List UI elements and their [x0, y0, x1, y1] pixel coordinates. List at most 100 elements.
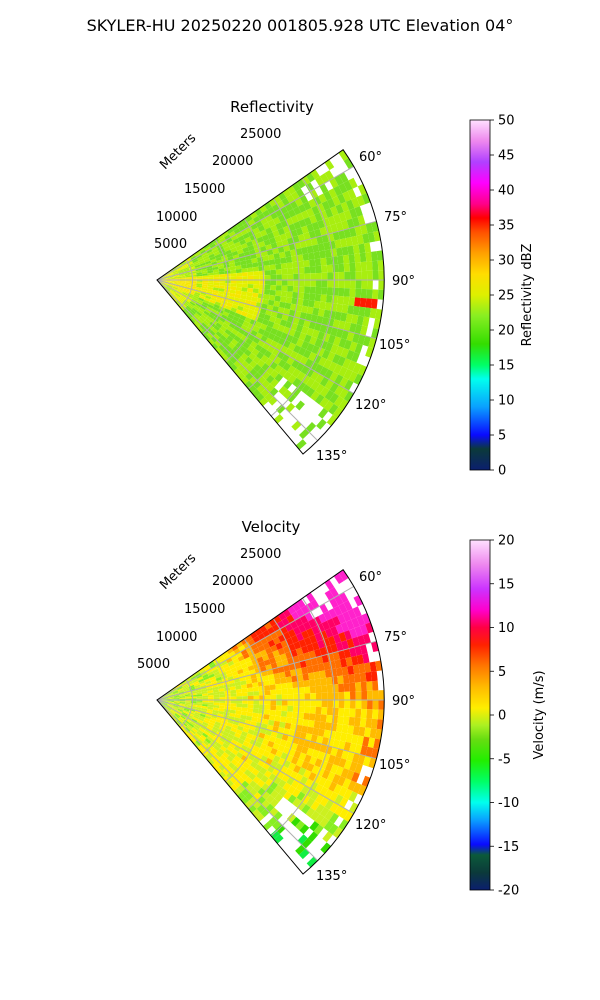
radar-gate [218, 271, 225, 275]
radar-gate [167, 704, 173, 708]
radar-gate [258, 265, 265, 272]
radar-gate [205, 262, 212, 267]
radar-gate [281, 700, 288, 706]
radar-gate [215, 742, 223, 749]
radar-gate [196, 285, 203, 288]
radar-gate [173, 275, 180, 278]
radar-gate [280, 677, 287, 684]
radar-gate [213, 284, 220, 289]
radar-gate [197, 318, 204, 325]
radar-gate [230, 700, 237, 704]
radar-gate [259, 347, 268, 355]
velocity-angle-ticks: 60° 75° 90° 105° 120° 135° [316, 570, 415, 884]
radar-gate [239, 239, 247, 246]
radar-gate [281, 268, 288, 275]
radar-gate [298, 280, 305, 287]
radar-gate [220, 660, 228, 666]
radar-gate [272, 755, 281, 763]
radar-gate [180, 261, 187, 266]
radar-gate [235, 651, 243, 659]
radar-gate [250, 643, 258, 651]
radar-gate [321, 654, 329, 664]
radar-gate [315, 692, 322, 700]
radar-gate [337, 715, 344, 725]
radar-gate [352, 305, 360, 316]
radar-gate [224, 654, 231, 661]
radar-gate [358, 306, 366, 317]
radar-gate [235, 309, 243, 315]
radar-gate [359, 224, 368, 235]
radar-gate [213, 303, 220, 309]
radar-gate [302, 719, 310, 727]
radar-gate [294, 773, 304, 783]
radar-gate [253, 275, 260, 280]
radar-gate [278, 671, 286, 679]
radar-gate [275, 285, 282, 291]
radar-gate [334, 805, 344, 816]
radar-gate [241, 368, 250, 377]
radar-gate [311, 765, 320, 775]
radar-gate [305, 658, 313, 667]
radar-gate [253, 704, 260, 709]
radar-gate [215, 676, 223, 682]
radar-gate [323, 729, 331, 739]
radar-gate [187, 732, 194, 738]
colorbar-tick-label: 0 [498, 464, 506, 479]
radar-gate [345, 199, 355, 211]
radar-gate [321, 769, 331, 780]
radar-gate [302, 253, 310, 261]
radar-gate [274, 793, 284, 803]
radar-gate [306, 245, 314, 254]
radar-gate [269, 781, 278, 790]
radar-gate [256, 236, 264, 244]
radar-gate [229, 712, 236, 718]
radar-gate [173, 705, 179, 708]
radar-gate [173, 702, 180, 705]
radar-gate [173, 715, 178, 721]
radar-gate [217, 337, 225, 345]
radar-gate [275, 710, 282, 717]
radar-gate [265, 664, 273, 671]
radar-gate [218, 691, 225, 695]
radar-gate [172, 296, 178, 301]
radar-gate [176, 300, 182, 306]
radar-gate [261, 738, 270, 746]
radar-gate [235, 706, 242, 712]
radar-gate [287, 785, 296, 795]
colorbar-tick-label: 15 [498, 577, 515, 592]
radar-gate [358, 726, 366, 737]
radar-gate [354, 645, 363, 656]
radar-gate [241, 287, 248, 292]
radar-gate [333, 213, 342, 224]
radar-gate [230, 654, 238, 661]
radar-gate [245, 634, 253, 643]
radar-gate [305, 421, 317, 433]
radar-gate [179, 695, 186, 698]
radar-gate [222, 355, 230, 363]
radar-gate [237, 248, 244, 255]
radar-gate [324, 579, 335, 591]
radar-gate [315, 280, 322, 288]
radar-gate [212, 306, 219, 312]
radar-gate [173, 700, 180, 702]
radar-gate [179, 716, 185, 721]
radar-gate [215, 322, 223, 329]
radar-gate [366, 270, 373, 280]
radar-gate [202, 273, 208, 277]
radar-gate [333, 364, 343, 375]
radar-gate [170, 709, 176, 714]
radar-gate [347, 780, 357, 792]
radar-gate [217, 713, 224, 718]
radar-gate [287, 688, 294, 695]
radar-gate [258, 732, 266, 739]
azimuth-spoke [156, 279, 355, 395]
radar-gate [320, 257, 327, 266]
radar-gate [262, 255, 269, 262]
radar-gate [206, 306, 213, 312]
radar-gate [329, 382, 340, 393]
radar-gate [290, 249, 297, 257]
radar-gate [308, 300, 315, 308]
radar-gate [314, 293, 322, 302]
radar-gate [370, 718, 378, 729]
radar-gate [240, 754, 249, 762]
